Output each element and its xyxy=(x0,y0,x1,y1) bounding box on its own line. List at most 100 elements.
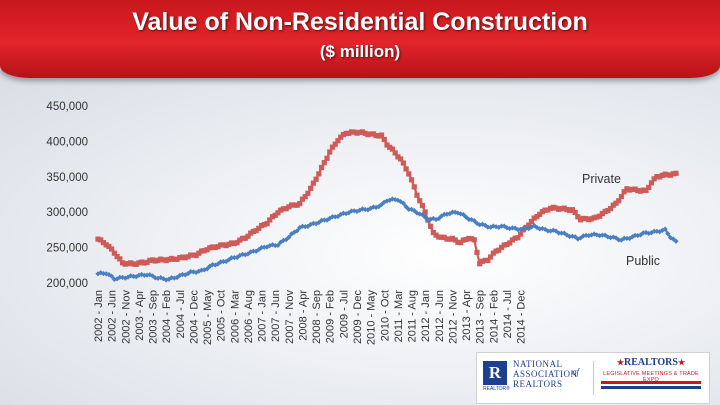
y-tick-label: 300,000 xyxy=(46,207,88,219)
x-tick-label: 2010 - Oct xyxy=(379,290,391,341)
data-point-public xyxy=(632,232,638,238)
data-point-private xyxy=(632,186,638,192)
data-point-public xyxy=(599,232,605,238)
data-point-public xyxy=(662,226,668,232)
data-point-private xyxy=(95,236,101,242)
data-point-private xyxy=(610,202,616,208)
data-point-private xyxy=(169,255,175,262)
data-point-private xyxy=(670,171,676,177)
series-line-public xyxy=(97,197,677,282)
data-point-public xyxy=(447,211,453,217)
data-point-public xyxy=(286,234,292,240)
x-tick-label: 2014 - Dec xyxy=(516,290,528,344)
data-point-public xyxy=(618,237,625,243)
data-point-private xyxy=(629,186,635,192)
data-point-private xyxy=(479,258,486,264)
data-point-public xyxy=(136,272,142,278)
x-tick-label: 2009 - Feb xyxy=(325,290,337,343)
data-point-public xyxy=(117,274,123,280)
data-point-private xyxy=(329,144,336,150)
data-point-public xyxy=(466,216,472,222)
data-point-private xyxy=(477,261,483,267)
data-point-private xyxy=(256,225,262,231)
x-tick-label: 2013 - Sep xyxy=(475,290,487,344)
data-point-private xyxy=(657,174,663,180)
data-point-public xyxy=(188,268,194,275)
data-point-public xyxy=(288,231,295,237)
data-point-private xyxy=(651,176,657,182)
data-point-public xyxy=(215,261,221,267)
x-tick-label: 2014 - Jul xyxy=(502,290,514,338)
y-tick-label: 200,000 xyxy=(46,278,88,290)
data-point-public xyxy=(406,206,412,212)
data-point-public xyxy=(624,235,630,241)
data-point-public xyxy=(109,273,115,279)
data-point-public xyxy=(128,273,134,279)
data-point-private xyxy=(204,247,210,253)
data-point-private xyxy=(212,244,218,251)
data-point-private xyxy=(362,130,368,136)
data-point-private xyxy=(417,198,423,204)
data-point-public xyxy=(613,235,619,241)
data-point-public xyxy=(376,204,382,210)
data-point-public xyxy=(228,255,235,261)
data-point-private xyxy=(348,129,355,135)
data-point-public xyxy=(419,212,426,218)
data-point-public xyxy=(359,206,366,212)
data-point-private xyxy=(324,155,330,161)
data-point-private xyxy=(627,187,633,193)
data-point-private xyxy=(147,257,153,263)
data-point-private xyxy=(496,247,502,253)
data-point-public xyxy=(651,228,657,234)
data-point-public xyxy=(261,244,267,250)
data-point-public xyxy=(100,270,107,277)
data-point-private xyxy=(119,260,126,266)
data-point-private xyxy=(242,235,248,241)
data-point-private xyxy=(359,129,366,135)
data-point-private xyxy=(526,222,532,228)
data-point-public xyxy=(479,221,486,227)
data-point-public xyxy=(605,234,611,240)
x-tick-label: 2007 - Jun xyxy=(270,290,282,342)
data-point-private xyxy=(616,198,622,204)
data-point-private xyxy=(646,184,652,191)
data-point-private xyxy=(248,230,254,236)
data-point-public xyxy=(580,233,586,239)
data-point-private xyxy=(327,149,333,155)
data-point-private xyxy=(316,171,322,177)
x-tick-label: 2012 - Jun xyxy=(434,290,446,342)
data-point-public xyxy=(199,267,205,273)
data-point-public xyxy=(428,216,434,222)
data-point-private xyxy=(436,234,442,240)
data-point-public xyxy=(498,223,505,229)
data-point-private xyxy=(597,213,603,219)
data-point-private xyxy=(218,242,224,248)
data-point-private xyxy=(133,261,139,267)
data-point-public xyxy=(438,213,445,219)
x-tick-label: 2014 - Feb xyxy=(488,290,500,343)
data-point-public xyxy=(493,224,499,230)
data-point-public xyxy=(250,248,257,254)
data-point-public xyxy=(539,225,546,232)
data-point-public xyxy=(567,233,573,240)
data-point-public xyxy=(387,197,393,203)
data-point-public xyxy=(204,266,210,272)
data-point-public xyxy=(196,268,202,274)
data-point-private xyxy=(357,129,363,135)
series-label-private: Private xyxy=(582,172,621,186)
data-point-public xyxy=(95,271,101,277)
data-point-private xyxy=(403,166,409,172)
data-point-private xyxy=(376,133,382,139)
data-point-private xyxy=(468,236,475,242)
data-point-public xyxy=(357,207,363,213)
data-point-private xyxy=(111,250,117,256)
data-point-private xyxy=(564,206,570,213)
realtors-expo-title: ★REALTORS★ xyxy=(597,357,705,368)
data-point-private xyxy=(422,209,428,215)
logo-blue-stripe xyxy=(601,386,701,389)
data-point-private xyxy=(220,242,227,248)
data-point-private xyxy=(408,177,415,183)
data-point-private xyxy=(253,228,259,234)
data-point-private xyxy=(335,138,341,144)
data-point-private xyxy=(419,202,426,209)
